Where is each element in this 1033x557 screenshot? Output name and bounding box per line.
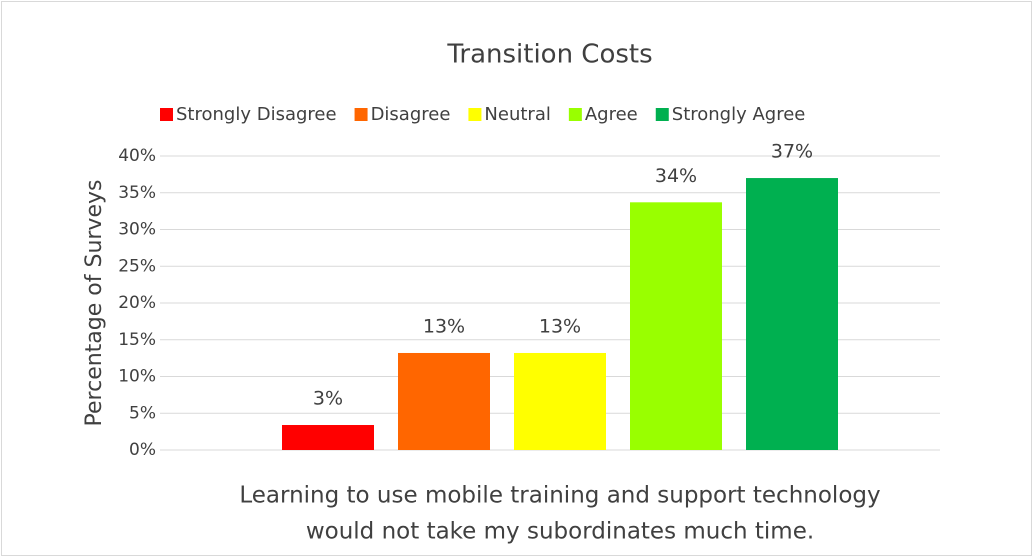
y-tick-label: 35%	[118, 183, 156, 203]
chart-title: Transition Costs	[446, 40, 652, 70]
legend-label: Strongly Disagree	[176, 104, 337, 125]
data-label: 34%	[655, 165, 697, 187]
x-axis-label: would not take my subordinates much time…	[306, 519, 814, 545]
legend-label: Strongly Agree	[672, 104, 806, 125]
legend-label: Neutral	[484, 104, 550, 125]
y-axis-label: Percentage of Surveys	[82, 180, 107, 427]
data-label: 3%	[313, 388, 343, 410]
data-label: 13%	[423, 315, 465, 337]
data-label: 13%	[539, 315, 581, 337]
y-tick-label: 15%	[118, 330, 156, 350]
legend-swatch	[160, 108, 173, 121]
bar	[398, 352, 490, 450]
legend-label: Agree	[585, 104, 638, 125]
y-tick-label: 5%	[129, 403, 156, 423]
data-label: 37%	[771, 141, 813, 163]
bar	[746, 178, 838, 451]
x-axis-label: Learning to use mobile training and supp…	[239, 483, 880, 509]
bar	[630, 202, 722, 450]
legend-swatch	[568, 108, 582, 121]
legend-swatch	[468, 108, 482, 121]
legend-label: Disagree	[371, 104, 451, 125]
legend-swatch	[354, 108, 368, 121]
bar	[282, 425, 374, 450]
y-tick-label: 0%	[129, 440, 156, 460]
y-tick-label: 25%	[118, 256, 156, 276]
legend-swatch	[655, 108, 669, 121]
y-tick-label: 10%	[118, 367, 156, 387]
y-tick-label: 40%	[118, 146, 156, 166]
y-tick-label: 30%	[118, 220, 156, 240]
bar	[514, 352, 606, 450]
y-tick-label: 20%	[118, 293, 156, 313]
